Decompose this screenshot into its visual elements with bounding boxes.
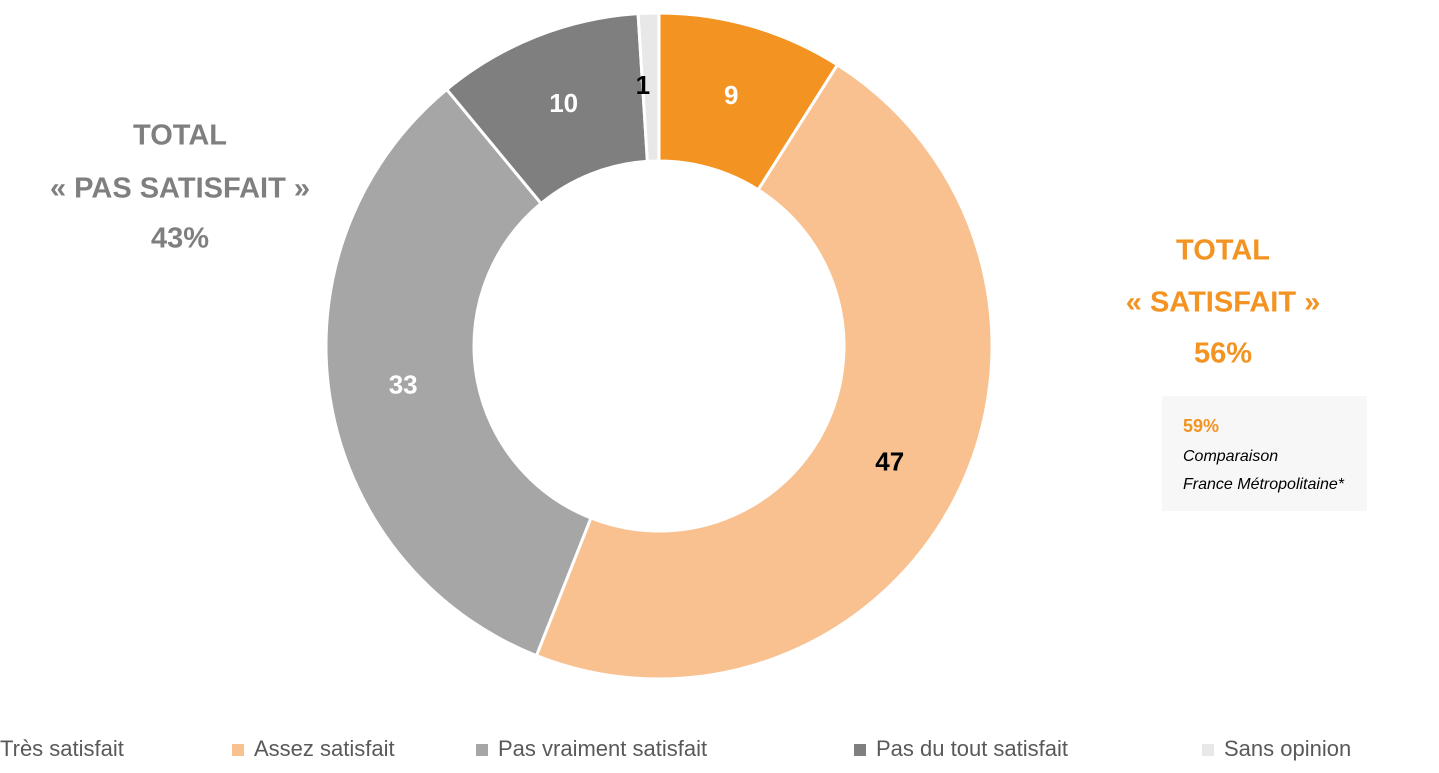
annotation-line: TOTAL — [1176, 235, 1270, 267]
legend-marker — [1202, 744, 1214, 756]
slice — [324, 87, 593, 658]
legend-item: Pas vraiment satisfait — [476, 736, 707, 761]
box-text: Comparaison — [1183, 448, 1278, 465]
legend-text: Assez satisfait — [254, 736, 395, 761]
legend-marker — [854, 744, 866, 756]
box-text: France Métropolitaine* — [1183, 476, 1345, 493]
slice-label: 9 — [724, 80, 738, 110]
box-background — [1162, 396, 1367, 511]
legend-item: Pas du tout satisfait — [854, 736, 1068, 761]
slice — [534, 62, 994, 681]
legend-item: Très satisfait — [0, 736, 124, 761]
legend-item: Assez satisfait — [232, 736, 395, 761]
legend-marker — [476, 744, 488, 756]
slice — [636, 11, 661, 163]
legend-marker — [232, 744, 244, 756]
slice-label: 10 — [549, 88, 578, 118]
legend-text: Sans opinion — [1224, 736, 1351, 761]
annotation-line: « PAS SATISFAIT » — [50, 173, 310, 205]
legend-text: Pas vraiment satisfait — [498, 736, 707, 761]
annotation-line: « SATISFAIT » — [1126, 287, 1320, 319]
annotation-right: TOTAL « SATISFAIT » 56% — [1126, 235, 1320, 370]
legend-text: Pas du tout satisfait — [876, 736, 1068, 761]
annotation-line: TOTAL — [133, 120, 227, 152]
box-value: 59% — [1183, 416, 1219, 436]
annotation-line: 43% — [151, 223, 209, 255]
slice-label: 1 — [636, 70, 650, 100]
legend-text: Très satisfait — [0, 736, 124, 761]
slice-label: 47 — [875, 446, 904, 476]
legend-item: Sans opinion — [1202, 736, 1351, 761]
annotation-left: TOTAL « PAS SATISFAIT » 43% — [50, 120, 310, 255]
annotation-line: 56% — [1194, 338, 1252, 370]
comparison-box: 59% Comparaison France Métropolitaine* — [1162, 396, 1367, 511]
slice-label: 33 — [389, 369, 418, 399]
